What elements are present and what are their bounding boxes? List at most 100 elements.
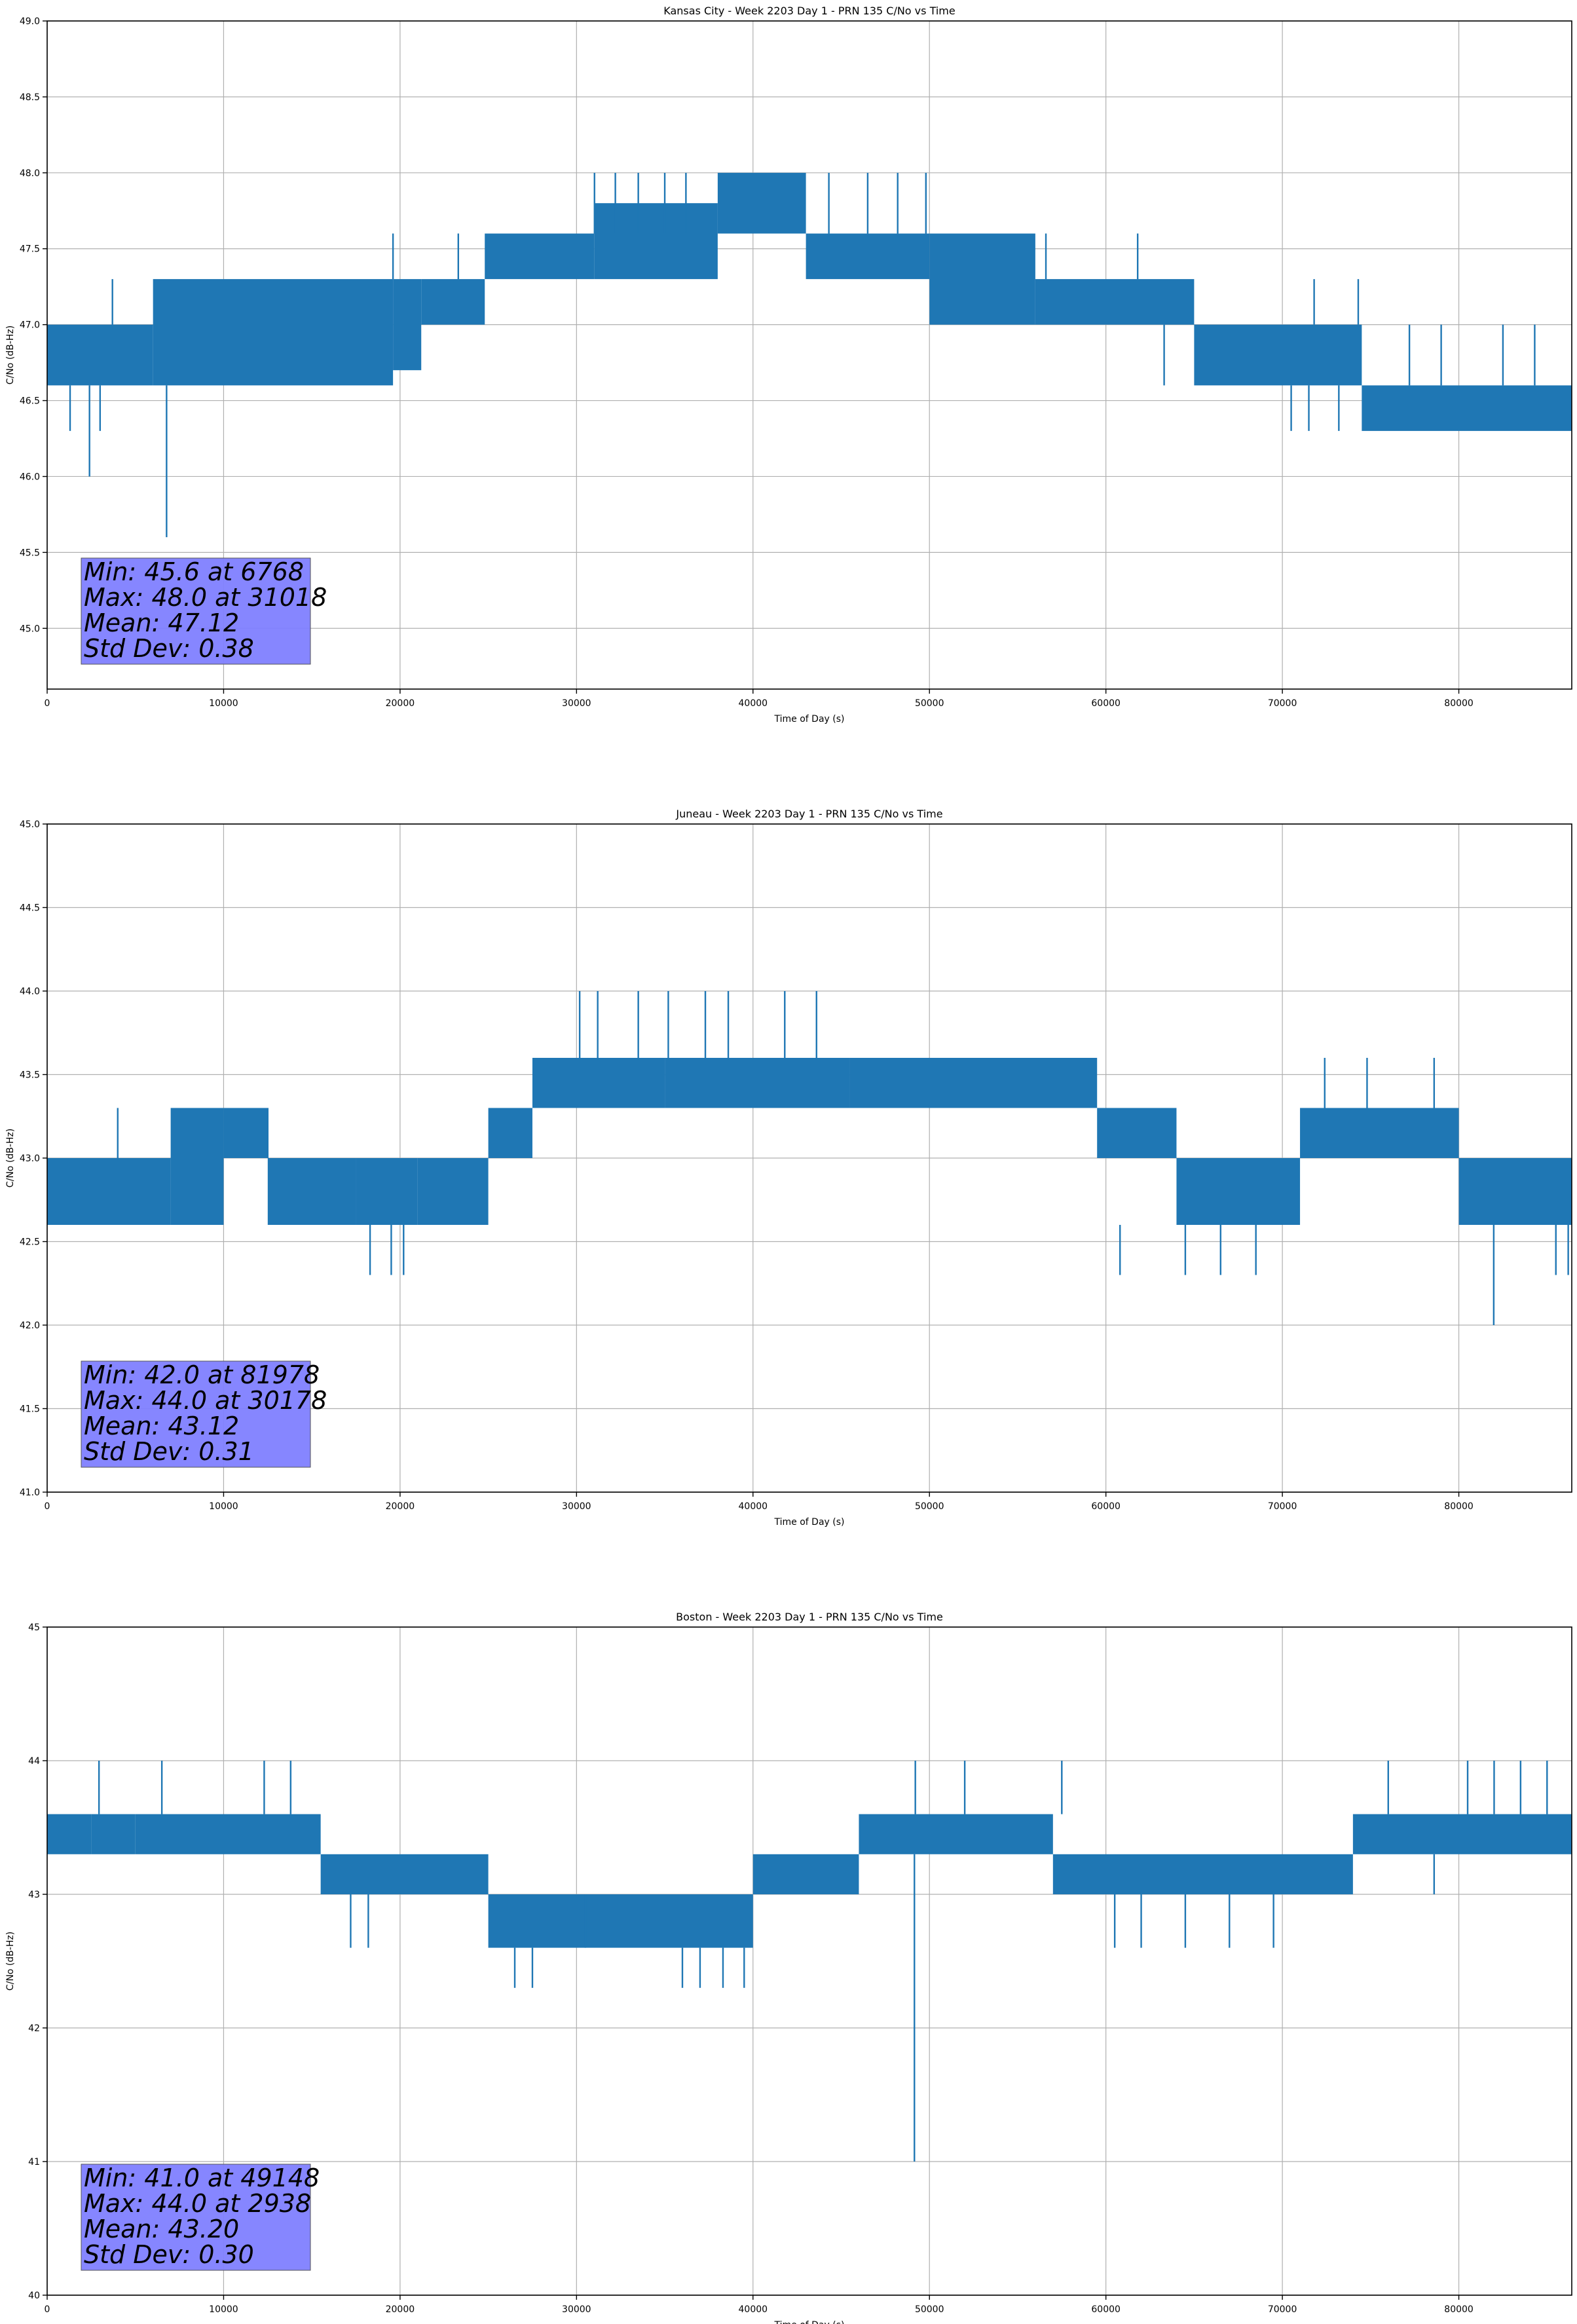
data-band bbox=[488, 1108, 532, 1158]
y-tick-label: 48.5 bbox=[20, 92, 40, 103]
y-tick-label: 45.5 bbox=[20, 548, 40, 558]
data-band bbox=[1300, 1108, 1459, 1158]
data-band bbox=[929, 233, 1035, 325]
data-band bbox=[752, 1854, 859, 1894]
stats-line: Mean: 43.12 bbox=[84, 1412, 239, 1440]
data-band bbox=[47, 1158, 171, 1225]
chart-title: Kansas City - Week 2203 Day 1 - PRN 135 … bbox=[663, 5, 955, 17]
data-band bbox=[135, 1814, 321, 1854]
x-tick-label: 70000 bbox=[1268, 698, 1297, 709]
x-tick-label: 50000 bbox=[915, 2304, 944, 2315]
x-tick-label: 60000 bbox=[1091, 1501, 1121, 1512]
x-axis-label: Time of Day (s) bbox=[774, 714, 845, 724]
data-band bbox=[170, 1108, 224, 1225]
stats-line: Max: 44.0 at 2938 bbox=[84, 2189, 311, 2218]
y-tick-label: 44.5 bbox=[20, 903, 40, 914]
x-tick-label: 40000 bbox=[739, 1501, 768, 1512]
data-band bbox=[1176, 1158, 1301, 1225]
data-band bbox=[1352, 1814, 1572, 1854]
data-band bbox=[488, 1894, 753, 1948]
series-line bbox=[47, 1761, 1572, 2162]
x-tick-label: 30000 bbox=[562, 698, 591, 709]
stats-line: Mean: 43.20 bbox=[84, 2215, 239, 2243]
data-band bbox=[717, 172, 806, 234]
y-tick-label: 48.0 bbox=[20, 168, 40, 179]
y-tick-label: 42.5 bbox=[20, 1237, 40, 1248]
chart-panel-2: 0 10000 20000 30000 40000 50000 60000 70000 8000… bbox=[5, 808, 1572, 1527]
x-tick-label: 60000 bbox=[1091, 698, 1121, 709]
y-tick-label: 49.0 bbox=[20, 16, 40, 27]
stats-box bbox=[81, 2164, 311, 2271]
stats-box bbox=[81, 1360, 311, 1468]
y-tick-label: 45 bbox=[28, 1622, 40, 1633]
data-band bbox=[1097, 1108, 1177, 1158]
data-band bbox=[79, 324, 153, 386]
x-tick-label: 20000 bbox=[386, 698, 415, 709]
stats-line: Std Dev: 0.31 bbox=[84, 1437, 254, 1466]
data-band bbox=[47, 1814, 92, 1854]
y-tick-label: 43.5 bbox=[20, 1070, 40, 1081]
x-axis-label: Time of Day (s) bbox=[774, 1517, 845, 1527]
data-band bbox=[1052, 1854, 1353, 1894]
y-tick-label: 43.0 bbox=[20, 1153, 40, 1164]
stats-line: Mean: 47.12 bbox=[84, 609, 239, 637]
y-tick-label: 41.5 bbox=[20, 1404, 40, 1415]
x-tick-label: 80000 bbox=[1444, 698, 1474, 709]
x-tick-label: 60000 bbox=[1091, 2304, 1121, 2315]
data-band bbox=[485, 233, 595, 280]
x-tick-label: 40000 bbox=[739, 698, 768, 709]
x-axis-label: Time of Day (s) bbox=[774, 2320, 845, 2324]
chart-panel-3: 0 10000 20000 30000 40000 50000 60000 70000 8000… bbox=[5, 1611, 1572, 2324]
x-tick-label: 30000 bbox=[562, 2304, 591, 2315]
data-band bbox=[806, 233, 930, 280]
x-tick-label: 50000 bbox=[915, 698, 944, 709]
x-tick-label: 40000 bbox=[739, 2304, 768, 2315]
stats-line: Std Dev: 0.38 bbox=[84, 634, 254, 663]
stats-box bbox=[81, 557, 311, 665]
y-tick-label: 46.0 bbox=[20, 472, 40, 482]
data-band bbox=[153, 279, 394, 386]
stats-line: Min: 41.0 at 49148 bbox=[84, 2164, 320, 2192]
data-band bbox=[532, 1058, 665, 1108]
x-tick-label: 0 bbox=[45, 698, 50, 709]
stats-line: Min: 45.6 at 6768 bbox=[84, 557, 304, 586]
data-band bbox=[1458, 1158, 1572, 1225]
chart-panel-1: 0 10000 20000 30000 40000 50000 60000 70000 8000… bbox=[5, 5, 1572, 724]
x-tick-label: 70000 bbox=[1268, 2304, 1297, 2315]
x-tick-label: 20000 bbox=[386, 2304, 415, 2315]
series-line bbox=[47, 172, 1572, 538]
y-tick-label: 45.0 bbox=[20, 819, 40, 830]
y-tick-label: 40 bbox=[28, 2291, 40, 2301]
x-tick-label: 10000 bbox=[209, 1501, 238, 1512]
y-tick-label: 46.5 bbox=[20, 396, 40, 407]
data-band bbox=[47, 324, 79, 386]
stats-line: Min: 42.0 at 81978 bbox=[84, 1360, 320, 1389]
x-tick-label: 50000 bbox=[915, 1501, 944, 1512]
y-tick-label: 42 bbox=[28, 2023, 40, 2034]
y-tick-label: 41.0 bbox=[20, 1488, 40, 1498]
y-tick-label: 47.0 bbox=[20, 320, 40, 331]
chart-title: Juneau - Week 2203 Day 1 - PRN 135 C/No … bbox=[675, 808, 942, 820]
x-tick-label: 20000 bbox=[386, 1501, 415, 1512]
data-band bbox=[417, 1158, 489, 1225]
chart-title: Boston - Week 2203 Day 1 - PRN 135 C/No … bbox=[676, 1611, 943, 1623]
x-tick-label: 10000 bbox=[209, 698, 238, 709]
data-band bbox=[421, 279, 485, 325]
data-band bbox=[267, 1158, 356, 1225]
y-tick-label: 47.5 bbox=[20, 244, 40, 255]
y-tick-label: 45.0 bbox=[20, 624, 40, 634]
data-band bbox=[356, 1158, 418, 1225]
stats-line: Std Dev: 0.30 bbox=[84, 2240, 254, 2269]
data-band bbox=[320, 1854, 489, 1894]
data-band bbox=[849, 1058, 1098, 1108]
x-tick-label: 0 bbox=[45, 1501, 50, 1512]
data-band bbox=[223, 1108, 268, 1158]
data-band bbox=[859, 1814, 1053, 1854]
stats-line: Max: 48.0 at 31018 bbox=[84, 583, 327, 612]
y-tick-label: 41 bbox=[28, 2157, 40, 2167]
data-band bbox=[594, 203, 718, 280]
y-axis-label: C/No (dB-Hz) bbox=[5, 1129, 16, 1188]
y-axis-label: C/No (dB-Hz) bbox=[5, 1932, 16, 1991]
x-tick-label: 80000 bbox=[1444, 2304, 1474, 2315]
